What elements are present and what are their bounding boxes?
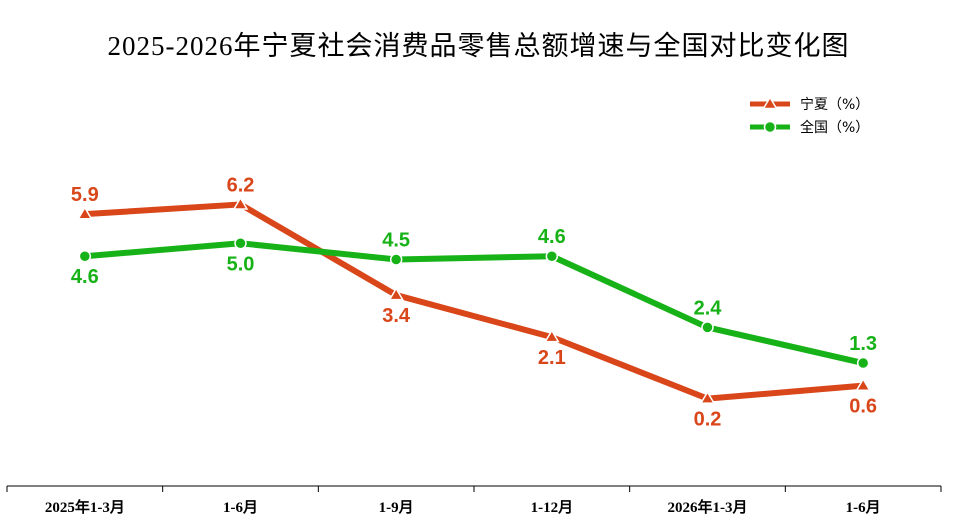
x-tick-label: 2025年1-3月 (45, 498, 125, 516)
series-line (84, 240, 864, 366)
x-tick-label: 1-6月 (846, 499, 881, 516)
data-point (389, 253, 403, 266)
data-point (234, 237, 247, 250)
data-label: 4.5 (382, 229, 410, 251)
series-ningxia: 5.9 6.2 3.4 2.1 0.2 0.6 (71, 174, 877, 430)
x-tick-label: 1-6月 (223, 499, 258, 516)
data-label: 6.2 (227, 174, 255, 196)
data-label: 4.6 (538, 226, 566, 248)
data-label: 5.9 (71, 184, 99, 206)
data-label: 0.6 (849, 396, 877, 418)
legend-label: 宁夏（%） (800, 96, 869, 113)
legend-item: 宁夏（%） (750, 96, 869, 113)
data-point (701, 321, 714, 334)
series-line (84, 201, 864, 402)
series-layer: 5.9 6.2 3.4 2.1 0.2 0.6 4.6 5.0 4.5 4.6 2.4 1.3 (71, 174, 877, 430)
legend-marker (762, 96, 778, 110)
data-point (77, 206, 93, 220)
data-point (699, 390, 716, 404)
x-tick-label: 1-9月 (379, 499, 414, 516)
data-label: 5.0 (227, 253, 255, 275)
x-tick-label: 1-12月 (531, 499, 574, 516)
legend-label: 全国（%） (800, 119, 869, 136)
data-label: 0.2 (694, 409, 722, 431)
chart-title: 2025-2026年宁夏社会消费品零售总额增速与全国对比变化图 (107, 31, 850, 61)
data-point (856, 356, 870, 370)
legend-marker (763, 120, 777, 134)
data-label: 3.4 (382, 305, 411, 327)
data-point (855, 377, 871, 391)
x-axis: 2025年1-3月 1-6月 1-9月 1-12月 2026年1-3月 1-6月 (6, 485, 942, 516)
data-point (545, 249, 559, 263)
legend-item: 全国（%） (750, 119, 869, 136)
data-point (78, 249, 92, 263)
data-label: 1.3 (849, 333, 877, 355)
data-point (232, 196, 249, 210)
x-tick-label: 2026年1-3月 (668, 498, 748, 516)
data-label: 2.1 (538, 347, 566, 369)
data-label: 4.6 (71, 266, 99, 288)
series-national: 4.6 5.0 4.5 4.6 2.4 1.3 (71, 226, 877, 370)
data-label: 2.4 (694, 297, 723, 319)
legend: 宁夏（%） 全国（%） (750, 96, 869, 136)
data-point (388, 287, 404, 301)
data-point (544, 329, 560, 343)
